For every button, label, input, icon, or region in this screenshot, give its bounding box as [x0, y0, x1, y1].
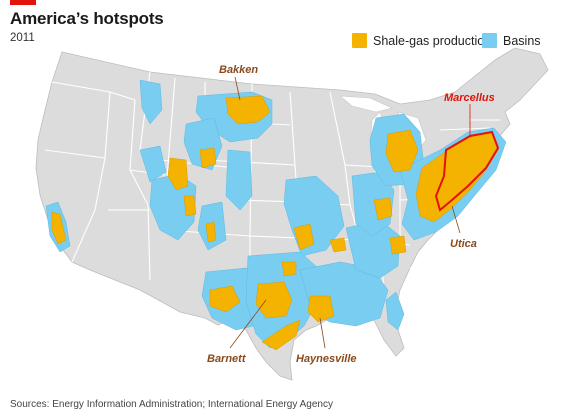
- label-barnett: Barnett: [207, 353, 247, 365]
- legend-basin-swatch: [482, 33, 497, 48]
- legend-shale-swatch: [352, 33, 367, 48]
- marcellus-outline: [434, 130, 500, 212]
- leader-lines: [229, 76, 471, 349]
- shale-uinta: [205, 221, 217, 243]
- accent-bar: [10, 0, 36, 5]
- shale-fayetteville: [329, 237, 347, 253]
- legend-shale-label: Shale-gas production: [373, 33, 492, 48]
- shale-eagleford: [261, 319, 301, 351]
- shale-bakken: [225, 95, 271, 125]
- shale-permian: [209, 285, 241, 313]
- shale-california: [51, 211, 67, 245]
- legend-basin: Basins: [482, 33, 541, 48]
- shale-chattanooga: [389, 235, 407, 255]
- basin-powder: [225, 149, 253, 211]
- shale-woodford: [281, 261, 297, 277]
- basin-florida: [385, 291, 405, 331]
- legend-basin-label: Basins: [503, 33, 541, 48]
- shale-wyoming: [167, 157, 189, 191]
- label-haynesville: Haynesville: [296, 353, 357, 365]
- legend-shale: Shale-gas production: [352, 33, 491, 48]
- basin-montana: [139, 79, 163, 125]
- shale-montana: [199, 147, 217, 169]
- chart-title: America’s hotspots: [10, 9, 164, 28]
- label-marcellus: Marcellus: [444, 92, 495, 104]
- chart-subtitle: 2011: [10, 32, 35, 44]
- basin-nw: [139, 145, 167, 183]
- shale-newalbany: [373, 197, 393, 221]
- label-bakken: Bakken: [219, 64, 258, 76]
- shale-anadarko: [293, 223, 315, 251]
- shale-barnett: [255, 281, 293, 319]
- shale-haynesville: [307, 295, 335, 323]
- shale-michigan: [385, 129, 419, 173]
- label-utica: Utica: [450, 238, 477, 250]
- shale-greenriver: [183, 195, 197, 217]
- source-note: Sources: Energy Information Administrati…: [10, 399, 333, 410]
